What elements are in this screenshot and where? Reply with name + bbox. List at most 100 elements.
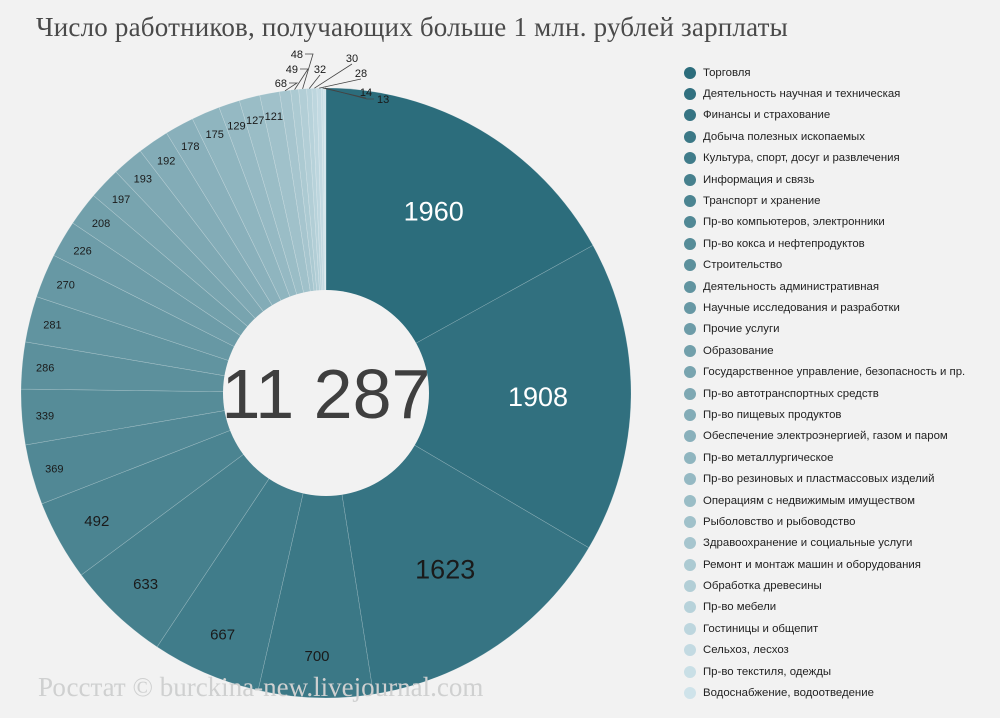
legend-swatch [684, 323, 696, 336]
slice-value-label: 192 [157, 156, 175, 168]
legend-item: Образование [684, 340, 1000, 361]
legend-label: Пр-во автотранспортных средств [703, 387, 879, 400]
slice-value-label: 369 [45, 464, 63, 476]
legend-item: Пр-во автотранспортных средств [684, 383, 1000, 404]
slice-value-label: 178 [181, 141, 199, 153]
legend-swatch [684, 237, 696, 250]
slice-value-label: 226 [73, 246, 91, 258]
legend-item: Ремонт и монтаж машин и оборудования [684, 554, 1000, 575]
leader-line [284, 82, 299, 92]
legend-item: Добыча полезных ископаемых [684, 126, 1000, 147]
legend-item: Водоснабжение, водоотведение [684, 682, 1000, 703]
legend-item: Торговля [684, 62, 1000, 83]
legend-swatch [684, 451, 696, 464]
legend-swatch [684, 216, 696, 229]
legend-swatch [684, 408, 696, 421]
legend-swatch [684, 130, 696, 143]
slice-labels: 1960 1908 1623 700 667 633 492 369 339 286 281 270 2… [36, 49, 568, 665]
legend-swatch [684, 344, 696, 357]
legend-label: Транспорт и хранение [703, 195, 821, 208]
legend-label: Рыболовство и рыбоводство [703, 515, 856, 528]
slice-value-label: 286 [36, 362, 54, 374]
legend-item: Обработка древесины [684, 575, 1000, 596]
legend-item: Пр-во металлургическое [684, 447, 1000, 468]
legend-item: Прочие услуги [684, 319, 1000, 340]
total-value: 11 287 [222, 355, 431, 433]
legend-swatch [684, 88, 696, 101]
legend-label: Пр-во мебели [703, 601, 777, 614]
legend-label: Деятельность научная и техническая [703, 88, 901, 101]
slice-value-label: 28 [355, 68, 367, 80]
slice [325, 245, 632, 549]
legend-swatch [684, 152, 696, 165]
donut-slices [20, 87, 632, 699]
legend-item: Культура, спорт, досуг и развлечения [684, 148, 1000, 169]
legend-label: Пр-во пищевых продуктов [703, 408, 842, 421]
legend-item: Сельхоз, лесхоз [684, 640, 1000, 661]
legend-item: Операциям с недвижимым имуществом [684, 490, 1000, 511]
legend-item: Деятельность научная и техническая [684, 83, 1000, 104]
legend-item: Научные исследования и разработки [684, 297, 1000, 318]
legend-item: Государственное управление, безопасность… [684, 361, 1000, 382]
legend-swatch [684, 430, 696, 443]
legend-label: Ремонт и монтаж машин и оборудования [703, 558, 921, 571]
slice-value-label: 14 [360, 87, 372, 99]
slice-value-label: 197 [112, 194, 130, 206]
legend-label: Пр-во кокса и нефтепродуктов [703, 237, 865, 250]
legend-item: Деятельность административная [684, 276, 1000, 297]
legend-swatch [684, 109, 696, 122]
legend-swatch [684, 387, 696, 400]
legend-label: Информация и связь [703, 173, 815, 186]
legend-label: Операциям с недвижимым имуществом [703, 494, 915, 507]
legend-item: Строительство [684, 255, 1000, 276]
slice-value-label: 49 [286, 64, 298, 76]
legend-label: Сельхоз, лесхоз [703, 644, 789, 657]
legend-swatch [684, 280, 696, 293]
legend-label: Добыча полезных ископаемых [703, 130, 865, 143]
slice-value-label: 208 [92, 218, 110, 230]
legend-item: Пр-во текстиля, одежды [684, 661, 1000, 682]
slice-value-label: 270 [57, 280, 75, 292]
legend-swatch [684, 494, 696, 507]
legend-item: Гостиницы и общепит [684, 618, 1000, 639]
slice-value-label: 175 [206, 129, 224, 141]
legend-label: Пр-во металлургическое [703, 451, 834, 464]
legend-swatch [684, 301, 696, 314]
chart-title: Число работников, получающих больше 1 мл… [36, 12, 788, 42]
legend-label: Пр-во компьютеров, электронники [703, 216, 885, 229]
legend-item: Пр-во резиновых и пластмассовых изделий [684, 468, 1000, 489]
leader-line [319, 78, 362, 89]
slice-value-label: 492 [84, 513, 109, 530]
slice-value-label: 48 [291, 49, 303, 61]
donut-hole [223, 290, 429, 496]
legend-swatch [684, 665, 696, 678]
legend-label: Деятельность административная [703, 280, 880, 293]
legend-item: Рыболовство и рыбоводство [684, 511, 1000, 532]
legend-swatch [684, 259, 696, 272]
legend-item: Здравоохранение и социальные услуги [684, 533, 1000, 554]
slice-value-label: 13 [377, 94, 389, 106]
legend-swatch [684, 644, 696, 657]
legend-swatch [684, 195, 696, 208]
legend-swatch [684, 558, 696, 571]
leader-line [308, 74, 321, 89]
legend-item: Финансы и страхование [684, 105, 1000, 126]
legend-label: Финансы и страхование [703, 109, 831, 122]
slice-value-label: 127 [246, 115, 264, 127]
slice-value-label: 667 [210, 627, 235, 644]
legend-label: Культура, спорт, досуг и развлечения [703, 152, 900, 165]
slice-value-label: 30 [346, 53, 358, 65]
slice-value-label: 281 [43, 320, 61, 332]
leader-line [294, 68, 309, 90]
legend: Торговля Деятельность научная и техническ… [684, 62, 1000, 704]
legend-label: Обработка древесины [703, 580, 822, 593]
legend-label: Торговля [703, 66, 751, 79]
legend-swatch [684, 366, 696, 379]
legend-swatch [684, 473, 696, 486]
legend-item: Пр-во мебели [684, 597, 1000, 618]
legend-swatch [684, 687, 696, 700]
legend-label: Научные исследования и разработки [703, 301, 900, 314]
legend-label: Государственное управление, безопасность… [703, 366, 966, 379]
legend-swatch [684, 66, 696, 79]
slice-value-label: 633 [133, 576, 158, 593]
